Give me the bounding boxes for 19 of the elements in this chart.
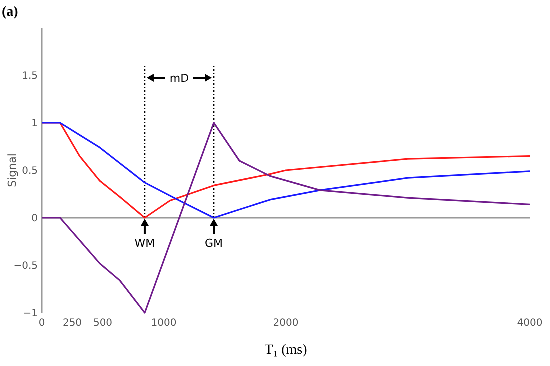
y-tick-label: −0.5 [14,261,38,272]
x-tick-label: 500 [93,318,113,329]
x-tick-label: 1000 [151,318,177,329]
annotation: mD [170,72,190,85]
x-tick-label: 0 [38,318,46,329]
line-series [41,122,531,314]
x-tick-label: 2000 [273,318,299,329]
ref-line-label: WM [134,237,156,250]
y-tick-label: 1 [32,118,38,130]
x-axis-title: T₁ (ms) [264,343,308,358]
y-tick-label: 0.5 [22,166,38,177]
x-tick-label: 4000 [517,318,543,329]
y-tick-label: 1.5 [22,71,38,82]
x-tick-label: 250 [62,318,82,329]
text: (a) [2,5,19,20]
y-tick-label: 0 [32,214,38,224]
y-axis-title: Signal [6,154,19,188]
ref-line-label: GM [205,237,224,250]
y-tick-label: −1 [23,308,38,320]
